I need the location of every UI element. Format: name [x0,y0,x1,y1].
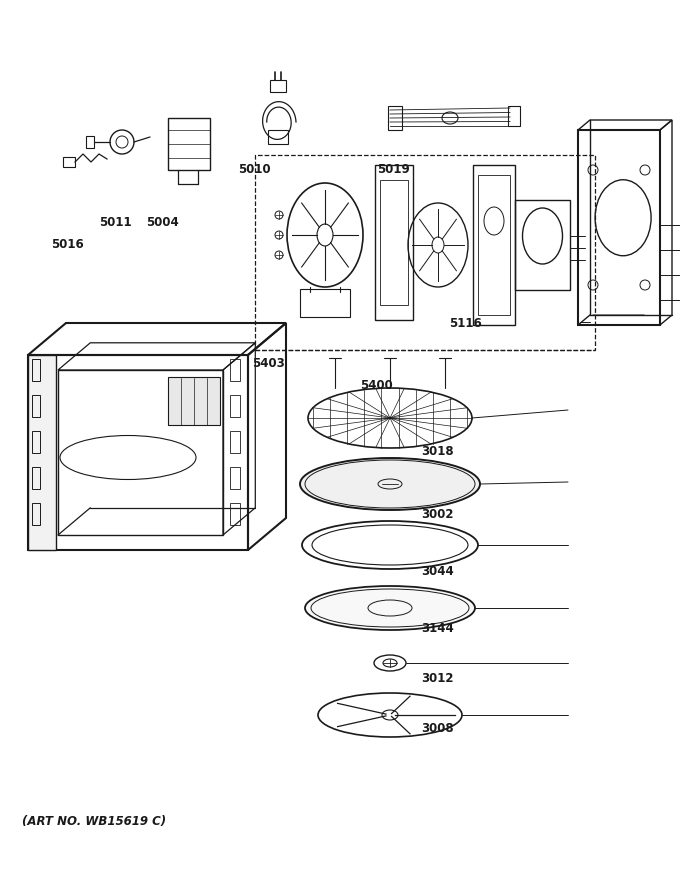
Text: 5011: 5011 [99,216,131,229]
Text: 5400: 5400 [360,378,393,392]
Text: 3008: 3008 [422,722,454,735]
Bar [63,157,75,167]
Text: 3002: 3002 [422,508,454,521]
Bar [28,355,56,550]
Bar [380,180,408,305]
Text: (ART NO. WB15619 C): (ART NO. WB15619 C) [22,815,166,828]
Ellipse shape [300,458,480,510]
Bar [478,175,510,315]
Bar [32,395,40,417]
Bar [28,355,248,550]
Bar [268,130,288,144]
Bar [32,359,40,381]
Bar [230,359,240,381]
Bar [515,200,570,290]
Bar [230,395,240,417]
Bar [230,503,240,525]
Bar [32,431,40,453]
Text: 5019: 5019 [377,163,410,176]
Bar [270,80,286,92]
Bar [300,289,350,317]
Bar [32,503,40,525]
Text: 5116: 5116 [449,317,481,330]
Bar [230,431,240,453]
Text: 5010: 5010 [238,163,271,176]
Bar [375,165,413,320]
Bar [86,136,94,148]
Bar [168,118,210,170]
Text: 3044: 3044 [422,565,454,578]
Ellipse shape [305,586,475,630]
Bar [168,377,220,425]
Bar [255,155,595,350]
Text: 3018: 3018 [422,444,454,458]
Text: 5403: 5403 [252,356,284,370]
Bar [58,370,223,535]
Text: 3144: 3144 [422,622,454,635]
Bar [578,130,660,325]
Bar [473,165,515,325]
Bar [508,106,520,126]
Text: 5016: 5016 [51,238,84,251]
Text: 5004: 5004 [146,216,179,229]
Bar [32,467,40,489]
Bar [230,467,240,489]
Text: 3012: 3012 [422,671,454,685]
Bar [388,106,402,130]
